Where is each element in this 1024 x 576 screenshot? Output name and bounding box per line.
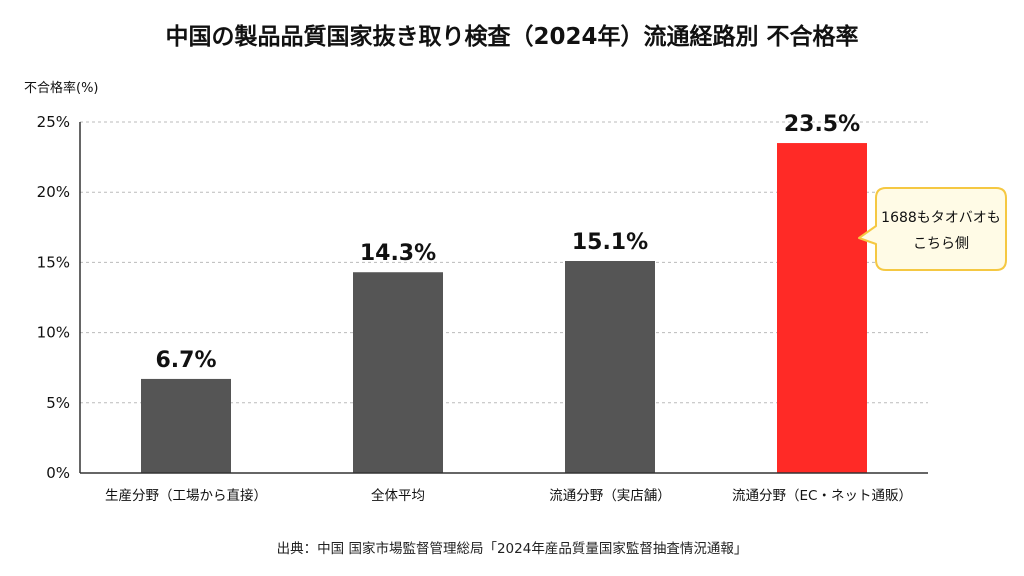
bar	[777, 143, 867, 473]
y-tick-label: 25%	[37, 113, 70, 131]
y-tick-label: 5%	[46, 394, 70, 412]
annotation-callout-box	[858, 187, 1007, 271]
bar	[565, 260, 655, 473]
y-tick-label: 15%	[37, 253, 70, 271]
category-label: 全体平均	[371, 487, 425, 504]
data-label: 23.5%	[784, 112, 860, 137]
y-tick-label: 20%	[37, 183, 70, 201]
source-note: 出典：中国 国家市場監督管理総局「2024年産品質量国家監督抽査情況通報」	[277, 540, 748, 557]
category-label: 流通分野（実店舗）	[549, 488, 671, 504]
bar	[141, 378, 231, 473]
chart-title: 中国の製品品質国家抜き取り検査（2024年）流通経路別 不合格率	[165, 23, 858, 50]
category-label: 流通分野（EC・ネット通販）	[732, 488, 912, 504]
annotation-line-2: こちら側	[913, 236, 969, 252]
data-labels: 6.7% 14.3% 15.1% 23.5%	[155, 112, 860, 373]
bar	[353, 272, 443, 473]
category-label: 生産分野（工場から直接）	[105, 487, 267, 504]
y-tick-label: 0%	[46, 464, 70, 482]
annotation-callout: 1688もタオバオも こちら側	[858, 187, 1007, 271]
bars	[141, 143, 867, 473]
y-axis-label: 不合格率(%)	[24, 80, 99, 96]
data-label: 15.1%	[572, 230, 648, 255]
y-tick-label: 10%	[37, 324, 70, 342]
category-labels: 生産分野（工場から直接） 全体平均 流通分野（実店舗） 流通分野（EC・ネット通販）	[105, 487, 912, 504]
y-tick-labels: 0% 5% 10% 15% 20% 25%	[37, 113, 70, 482]
data-label: 14.3%	[360, 241, 436, 266]
data-label: 6.7%	[155, 348, 216, 373]
annotation-line-1: 1688もタオバオも	[881, 210, 1001, 226]
